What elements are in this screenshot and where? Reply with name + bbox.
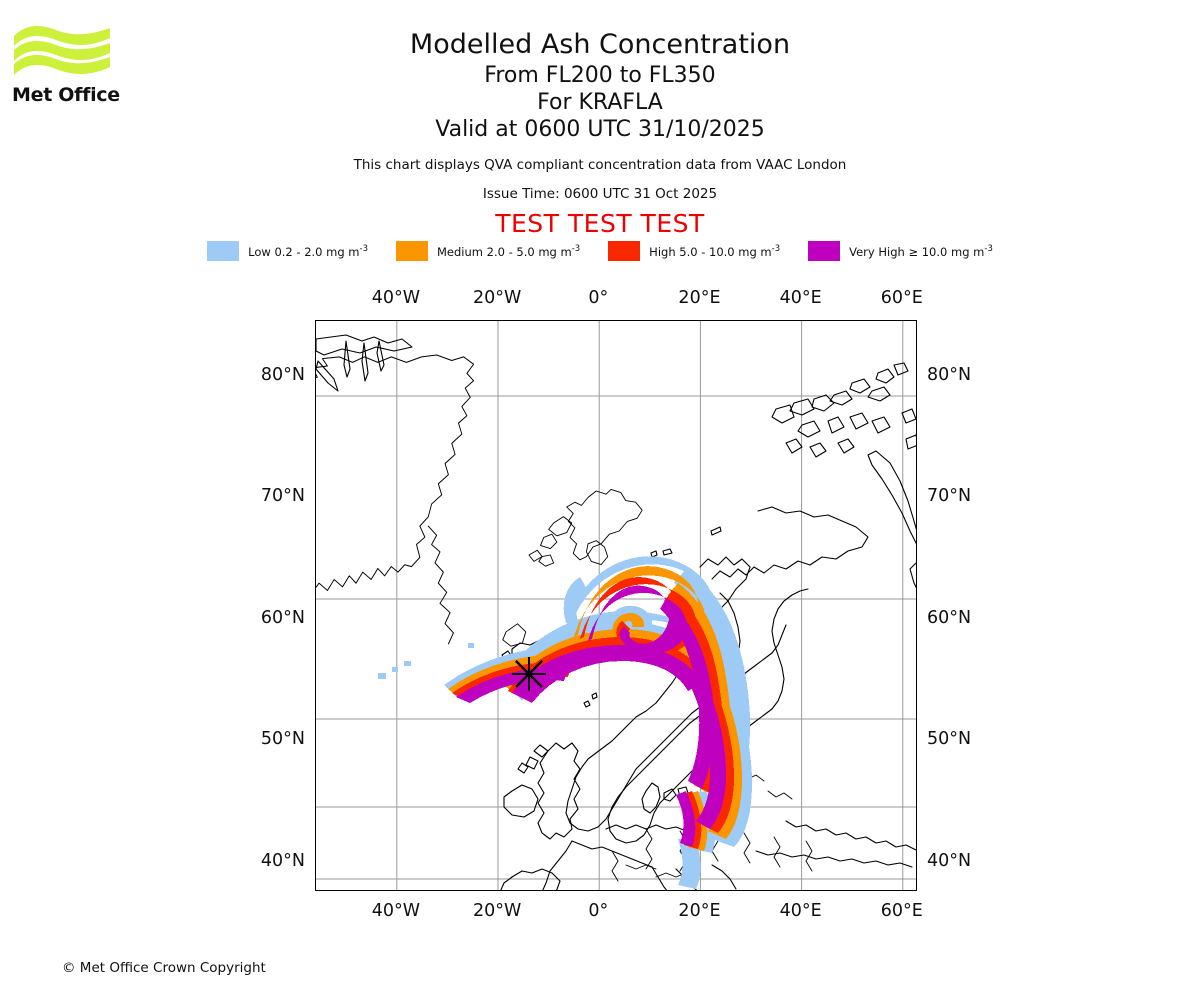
flight-level-subtitle: From FL200 to FL350 bbox=[484, 63, 716, 88]
lat-tick-left-60: 60°N bbox=[260, 607, 305, 628]
lat-tick-left-80: 80°N bbox=[260, 364, 305, 385]
qva-disclaimer: This chart displays QVA compliant concen… bbox=[353, 157, 847, 173]
met-office-logo: Met Office bbox=[12, 22, 122, 112]
lon-tick-bottom--40: 40°W bbox=[371, 901, 421, 921]
legend-medium-swatch bbox=[395, 241, 428, 261]
logo-wordmark: Met Office bbox=[12, 84, 120, 106]
graticule-grid bbox=[316, 321, 916, 890]
volcano-subtitle: For KRAFLA bbox=[537, 90, 663, 115]
lat-tick-right-50: 50°N bbox=[927, 729, 972, 750]
chart-header: Modelled Ash Concentration From FL200 to… bbox=[0, 0, 1200, 239]
legend-high-swatch bbox=[608, 241, 641, 261]
test-banner: TEST TEST TEST bbox=[495, 209, 705, 238]
concentration-legend: Low 0.2 - 2.0 mg m-3 Medium 2.0 - 5.0 mg … bbox=[0, 241, 1200, 261]
legend-high-exponent: -3 bbox=[771, 243, 781, 254]
lon-tick-bottom-20: 20°E bbox=[678, 901, 721, 921]
legend-medium-exponent: -3 bbox=[571, 243, 581, 254]
lat-tick-left-70: 70°N bbox=[260, 486, 305, 507]
lon-tick-top-60: 60°E bbox=[880, 288, 923, 308]
legend-low-exponent: -3 bbox=[359, 243, 368, 254]
legend-high: High 5.0 - 10.0 mg m-3 bbox=[608, 241, 780, 261]
lat-tick-right-80: 80°N bbox=[927, 364, 972, 385]
lon-tick-top--20: 20°W bbox=[472, 288, 522, 308]
lat-tick-right-70: 70°N bbox=[927, 486, 972, 507]
met-office-waves-logo bbox=[14, 26, 110, 75]
page-title: Modelled Ash Concentration bbox=[409, 29, 791, 60]
legend-low: Low 0.2 - 2.0 mg m-3 bbox=[207, 241, 368, 261]
lon-tick-top-0: 0° bbox=[588, 288, 609, 308]
map-frame bbox=[315, 320, 917, 891]
lon-tick-top--40: 40°W bbox=[371, 288, 421, 308]
legend-medium: Medium 2.0 - 5.0 mg m-3 bbox=[395, 241, 581, 261]
legend-very-high-exponent: -3 bbox=[984, 243, 993, 254]
ash-plume bbox=[378, 556, 752, 889]
lat-tick-right-60: 60°N bbox=[927, 607, 972, 628]
lat-tick-right-40: 40°N bbox=[927, 850, 972, 871]
lon-tick-bottom-60: 60°E bbox=[880, 901, 923, 921]
lon-tick-bottom--20: 20°W bbox=[472, 901, 522, 921]
legend-low-label: Low 0.2 - 2.0 mg m-3 bbox=[248, 243, 368, 259]
valid-time-subtitle: Valid at 0600 UTC 31/10/2025 bbox=[435, 117, 765, 142]
copyright-footer: © Met Office Crown Copyright bbox=[62, 960, 266, 976]
lat-tick-left-50: 50°N bbox=[260, 729, 305, 750]
legend-very-high: Very High ≥ 10.0 mg m-3 bbox=[808, 241, 993, 261]
lon-tick-top-40: 40°E bbox=[779, 288, 822, 308]
legend-low-swatch bbox=[207, 241, 240, 261]
legend-high-label: High 5.0 - 10.0 mg m-3 bbox=[649, 243, 781, 259]
map-plot bbox=[316, 321, 916, 890]
legend-very-high-label: Very High ≥ 10.0 mg m-3 bbox=[849, 243, 993, 259]
lon-tick-top-20: 20°E bbox=[678, 288, 721, 308]
issue-time: Issue Time: 0600 UTC 31 Oct 2025 bbox=[482, 186, 718, 202]
legend-very-high-swatch bbox=[808, 241, 841, 261]
legend-medium-label: Medium 2.0 - 5.0 mg m-3 bbox=[436, 243, 581, 259]
krafla-volcano-marker bbox=[512, 657, 546, 691]
ash-plume-very-high bbox=[456, 585, 726, 847]
lon-tick-bottom-40: 40°E bbox=[779, 901, 822, 921]
map-container bbox=[315, 320, 917, 891]
lon-tick-bottom-0: 0° bbox=[588, 901, 609, 921]
lat-tick-left-40: 40°N bbox=[260, 850, 305, 871]
